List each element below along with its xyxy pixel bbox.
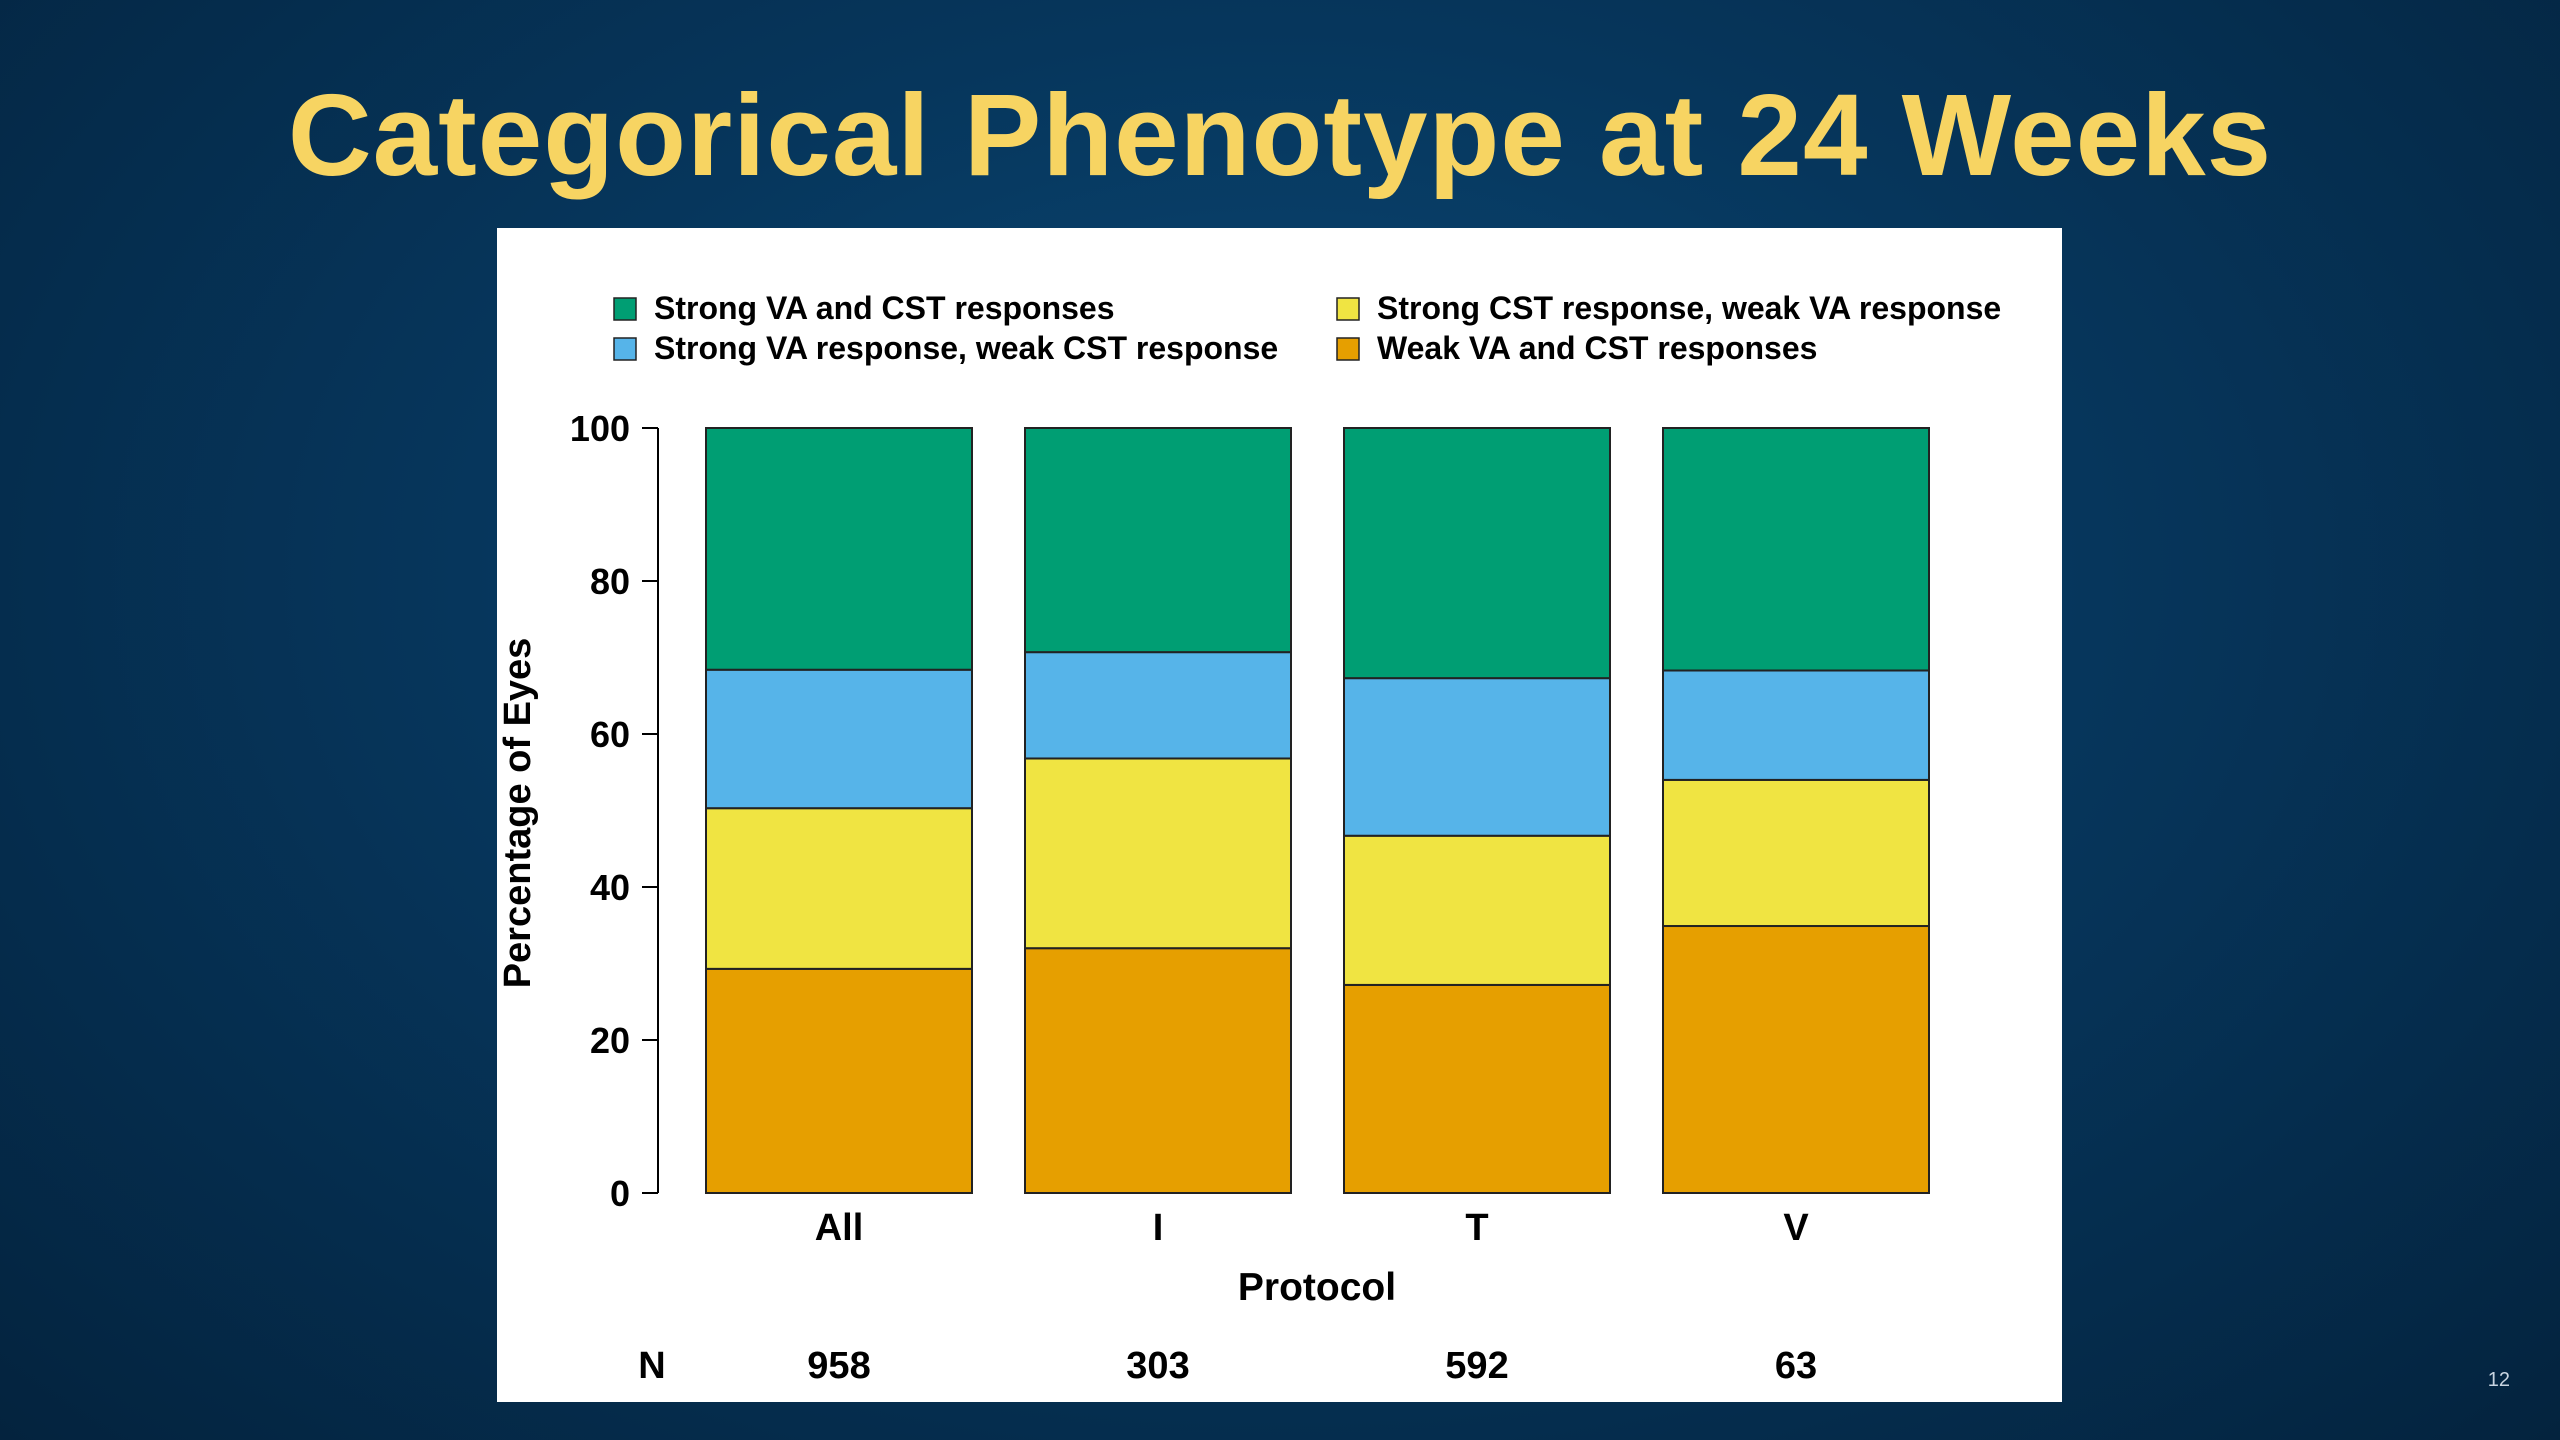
legend-entry: Strong VA response, weak CST response — [654, 330, 1278, 366]
x-tick-label: T — [1465, 1207, 1488, 1249]
bar-segment-t-2 — [1343, 677, 1611, 837]
x-tick-label: All — [815, 1207, 864, 1249]
y-tick-label: 40 — [590, 867, 630, 908]
bar-segment-all-3 — [705, 427, 973, 671]
slide-title: Categorical Phenotype at 24 Weeks — [287, 70, 2273, 200]
bar-segment-i-3 — [1024, 427, 1292, 654]
bar-segment-i-2 — [1024, 651, 1292, 760]
bar-segment-all-0 — [705, 967, 973, 1194]
slide-number: 12 — [2487, 1369, 2510, 1391]
bar-segment-t-1 — [1343, 834, 1611, 986]
n-count-value: 303 — [1126, 1345, 1189, 1387]
y-tick-label: 100 — [570, 408, 630, 449]
bar-segment-v-3 — [1662, 427, 1930, 672]
n-counts-row: N 958 303 592 63 — [638, 1345, 1817, 1387]
y-axis-label: Percentage of Eyes — [497, 638, 539, 989]
bar-segment-i-0 — [1024, 947, 1292, 1195]
legend-swatch — [613, 297, 637, 321]
legend-entry: Strong CST response, weak VA response — [1377, 290, 2001, 326]
legend-swatch — [613, 337, 637, 361]
y-axis: 0 20 40 60 80 100 — [570, 408, 659, 1214]
bar-segment-all-2 — [705, 668, 973, 810]
bar-segment-t-0 — [1343, 983, 1611, 1194]
y-tick-label: 60 — [590, 714, 630, 755]
bar-segment-i-1 — [1024, 757, 1292, 950]
bar-segment-all-1 — [705, 807, 973, 970]
chart-legend: Strong VA and CST responses Strong CST re… — [613, 290, 2001, 366]
y-tick-label: 0 — [610, 1173, 630, 1214]
legend-entry: Weak VA and CST responses — [1377, 330, 1817, 366]
bar-segment-v-2 — [1662, 669, 1930, 781]
bar-segment-v-0 — [1662, 925, 1930, 1194]
x-axis: All I T V — [815, 1207, 1810, 1249]
bar-segment-v-1 — [1662, 778, 1930, 928]
y-tick-label: 80 — [590, 561, 630, 602]
y-tick-label: 20 — [590, 1020, 630, 1061]
n-label: N — [638, 1345, 665, 1387]
bar-segment-t-3 — [1343, 427, 1611, 680]
x-tick-label: I — [1153, 1207, 1164, 1249]
x-tick-label: V — [1783, 1207, 1809, 1249]
legend-entry: Strong VA and CST responses — [654, 290, 1115, 326]
stacked-bar-chart: Strong VA and CST responses Strong CST re… — [497, 290, 2001, 1387]
x-axis-label: Protocol — [1238, 1266, 1396, 1309]
n-count-value: 592 — [1445, 1345, 1508, 1387]
n-count-value: 63 — [1775, 1345, 1817, 1387]
legend-swatch — [1336, 297, 1360, 321]
bar-group — [705, 427, 1930, 1195]
legend-swatch — [1336, 337, 1360, 361]
n-count-value: 958 — [807, 1345, 870, 1387]
chart-panel: Strong VA and CST responses Strong CST re… — [497, 228, 2062, 1402]
